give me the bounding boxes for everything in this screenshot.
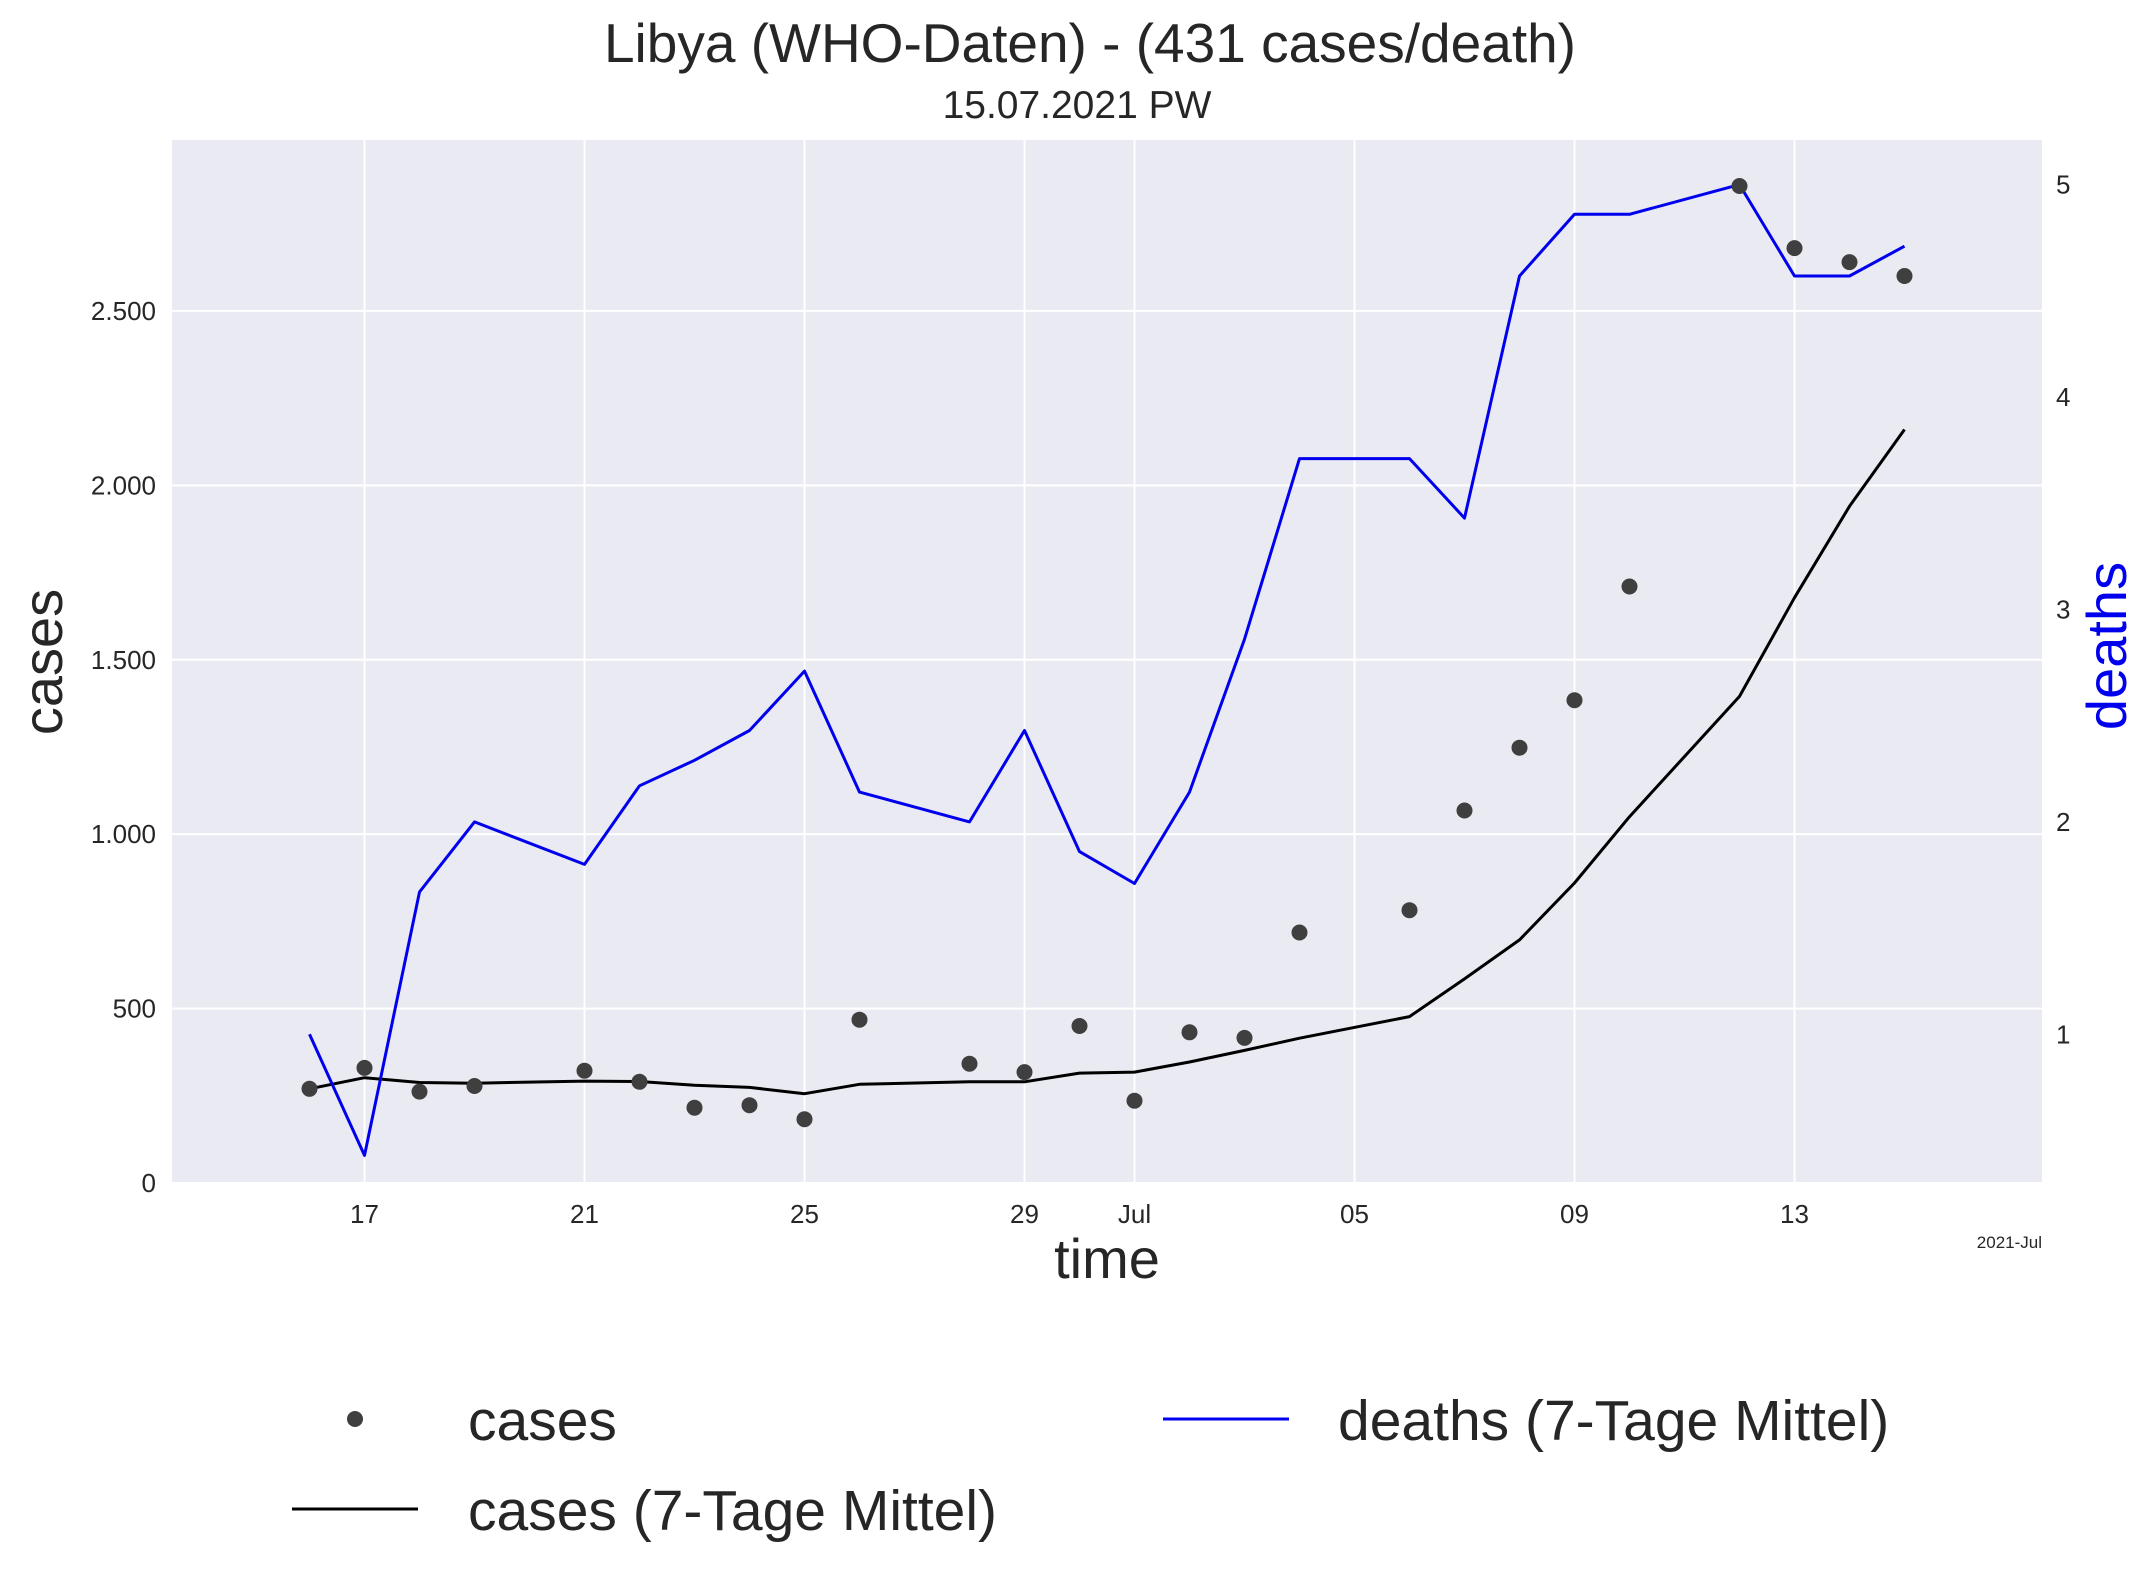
y-tick-label: 1.500: [91, 645, 156, 675]
y2-tick-label: 1: [2056, 1019, 2070, 1049]
cases-point: [301, 1080, 318, 1097]
cases-point: [411, 1083, 428, 1100]
series-line-deaths-7-tage-mittel: [308, 183, 1906, 1157]
x-tick-label: Jul: [1118, 1199, 1151, 1229]
y2-tick-label: 5: [2056, 170, 2070, 200]
cases-point: [1236, 1029, 1253, 1046]
legend: cases cases (7-Tage Mittel) deaths (7-Ta…: [292, 1389, 1889, 1543]
x-tick-label: 25: [790, 1199, 819, 1229]
y-tick-label: 2.500: [91, 296, 156, 326]
x-corner-label: 2021-Jul: [1977, 1233, 2042, 1252]
cases-point: [1731, 178, 1748, 194]
series-line-cases-7-tage-mittel: [309, 428, 1906, 1096]
x-tick-label: 21: [570, 1199, 599, 1229]
legend-marker-cases: [347, 1411, 363, 1427]
cases-point: [1841, 254, 1858, 271]
series: [301, 178, 1913, 1157]
cases-point: [1181, 1024, 1198, 1041]
cases-point: [576, 1062, 593, 1079]
cases-point: [961, 1055, 978, 1072]
plot-area: [172, 140, 2042, 1183]
x-tick-label: 13: [1780, 1199, 1809, 1229]
x-tick-label: 29: [1010, 1199, 1039, 1229]
y-tick-label: 2.000: [91, 470, 156, 500]
y2-tick-label: 3: [2056, 594, 2070, 624]
cases-point: [741, 1097, 758, 1114]
x-axis-label: time: [1054, 1227, 1160, 1290]
grid: [172, 140, 2042, 1184]
cases-point: [1071, 1018, 1088, 1034]
y-tick-label: 1.000: [91, 819, 156, 849]
cases-point: [1401, 902, 1418, 919]
y-tick-label: 0: [142, 1168, 156, 1198]
y2-tick-label: 2: [2056, 807, 2070, 837]
y-axis-label: cases: [11, 589, 74, 735]
y2-axis-label: deaths: [2075, 562, 2138, 730]
legend-label-cases: cases: [468, 1389, 617, 1453]
cases-point: [1016, 1064, 1033, 1081]
cases-point: [1511, 739, 1528, 756]
cases-point: [1621, 578, 1638, 595]
x-tick-label: 17: [350, 1199, 379, 1229]
x-axis-ticks: 17 21 25 29 Jul 05 09 13: [350, 1199, 1809, 1229]
y-axis-ticks: 0 500 1.000 1.500 2.000 2.500: [91, 296, 156, 1198]
cases-point: [466, 1078, 483, 1094]
legend-label-deaths-avg: deaths (7-Tage Mittel): [1338, 1389, 1889, 1453]
y2-axis-ticks: 1 2 3 4 5: [2056, 170, 2070, 1050]
cases-point: [1566, 692, 1583, 709]
cases-point: [686, 1099, 703, 1116]
cases-point: [1896, 268, 1913, 284]
cases-point: [1786, 240, 1803, 257]
cases-point: [851, 1011, 868, 1028]
cases-point: [1291, 924, 1308, 941]
y-tick-label: 500: [113, 994, 156, 1024]
cases-point: [1126, 1092, 1143, 1109]
chart-subtitle: 15.07.2021 PW: [943, 84, 1212, 127]
cases-point: [631, 1073, 648, 1090]
cases-point: [1456, 802, 1473, 819]
chart-title: Libya (WHO-Daten) - (431 cases/death): [604, 12, 1576, 74]
x-tick-label: 05: [1340, 1199, 1369, 1229]
y2-tick-label: 4: [2056, 382, 2070, 412]
legend-label-cases-avg: cases (7-Tage Mittel): [468, 1479, 997, 1543]
cases-point: [796, 1111, 813, 1128]
cases-point: [356, 1059, 373, 1076]
x-tick-label: 09: [1560, 1199, 1589, 1229]
